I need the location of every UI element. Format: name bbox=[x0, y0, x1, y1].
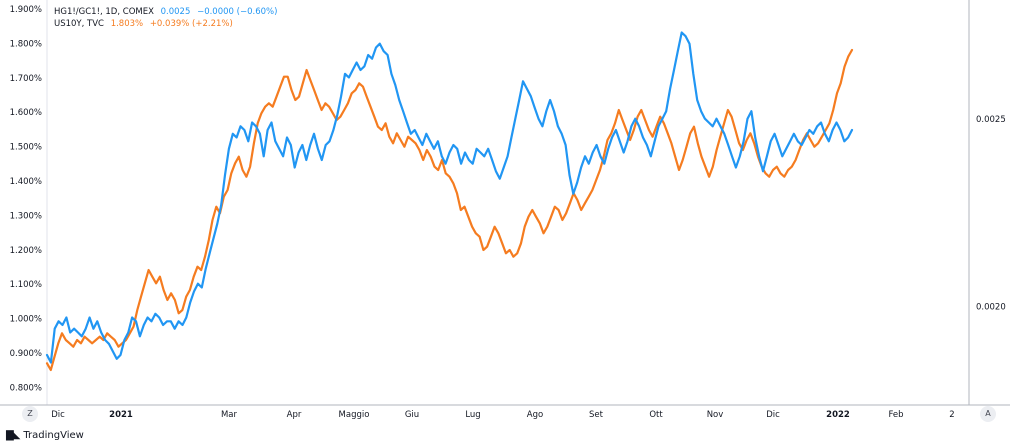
left-axis[interactable]: 1.900% 1.800% 1.700% 1.600% 1.500% 1.400% 1.30… bbox=[10, 0, 48, 405]
left-tick-label: 1.000% bbox=[10, 315, 42, 325]
time-axis[interactable]: Dic 2021 Mar Apr Maggio Giu Lug Ago Set Ott Nov Dic… bbox=[51, 410, 955, 420]
left-tick-label: 1.900% bbox=[10, 5, 42, 15]
legend-change: −0.0000 (−0.60%) bbox=[197, 7, 278, 17]
tradingview-brand[interactable]: ▇◣ TradingView bbox=[6, 430, 84, 441]
left-tick-label: 1.100% bbox=[10, 280, 42, 290]
legend-value: 1.803% bbox=[110, 19, 144, 29]
legend-change: +0.039% (+2.21%) bbox=[149, 19, 233, 29]
time-tick-label: Ago bbox=[527, 410, 543, 420]
plot-area[interactable] bbox=[45, 31, 854, 372]
right-tick-label: 0.0025 bbox=[976, 115, 1006, 125]
left-tick-label: 1.700% bbox=[10, 74, 42, 84]
time-tick-label: Ott bbox=[649, 410, 663, 420]
left-tick-label: 1.500% bbox=[10, 143, 42, 153]
right-axis[interactable]: 0.0025 0.0020 bbox=[976, 115, 1006, 313]
left-tick-label: 1.300% bbox=[10, 211, 42, 221]
auto-scale-button[interactable]: A bbox=[980, 406, 996, 422]
time-tick-label: Dic bbox=[766, 410, 780, 420]
brand-name: TradingView bbox=[23, 430, 84, 441]
left-tick-label: 1.600% bbox=[10, 108, 42, 118]
copper-gold-series-line[interactable] bbox=[45, 31, 854, 364]
time-tick-label: Maggio bbox=[339, 410, 370, 420]
time-tick-label: Nov bbox=[707, 410, 724, 420]
time-tick-label: Lug bbox=[465, 410, 480, 420]
time-tick-label: Feb bbox=[888, 410, 903, 420]
left-tick-label: 0.800% bbox=[10, 383, 42, 393]
left-tick-label: 1.200% bbox=[10, 246, 42, 256]
right-tick-label: 0.0020 bbox=[976, 302, 1006, 312]
left-tick-label: 0.900% bbox=[10, 349, 42, 359]
time-tick-label: Mar bbox=[221, 410, 238, 420]
zoom-reset-button[interactable]: Z bbox=[22, 406, 38, 422]
time-tick-label: Apr bbox=[287, 410, 302, 420]
time-tick-label: Giu bbox=[405, 410, 419, 420]
time-tick-label: 2 bbox=[949, 410, 954, 420]
legend-row-copper-gold[interactable]: HG1!/GC1!, 1D, COMEX 0.0025 −0.0000 (−0.… bbox=[54, 6, 281, 18]
left-tick-label: 1.400% bbox=[10, 177, 42, 187]
tradingview-logo-icon: ▇◣ bbox=[6, 430, 20, 441]
time-tick-label: 2021 bbox=[109, 410, 133, 420]
us10y-series-line[interactable] bbox=[45, 48, 854, 372]
time-tick-label: Set bbox=[589, 410, 604, 420]
time-tick-label: 2022 bbox=[826, 410, 850, 420]
time-tick-label: Dic bbox=[51, 410, 65, 420]
legend-symbol: US10Y, TVC bbox=[54, 19, 104, 29]
legend-value: 0.0025 bbox=[160, 7, 191, 17]
legend-row-us10y[interactable]: US10Y, TVC 1.803% +0.039% (+2.21%) bbox=[54, 18, 281, 30]
left-tick-label: 1.800% bbox=[10, 39, 42, 49]
chart-legend: HG1!/GC1!, 1D, COMEX 0.0025 −0.0000 (−0.… bbox=[54, 6, 281, 30]
legend-symbol: HG1!/GC1!, 1D, COMEX bbox=[54, 7, 154, 17]
